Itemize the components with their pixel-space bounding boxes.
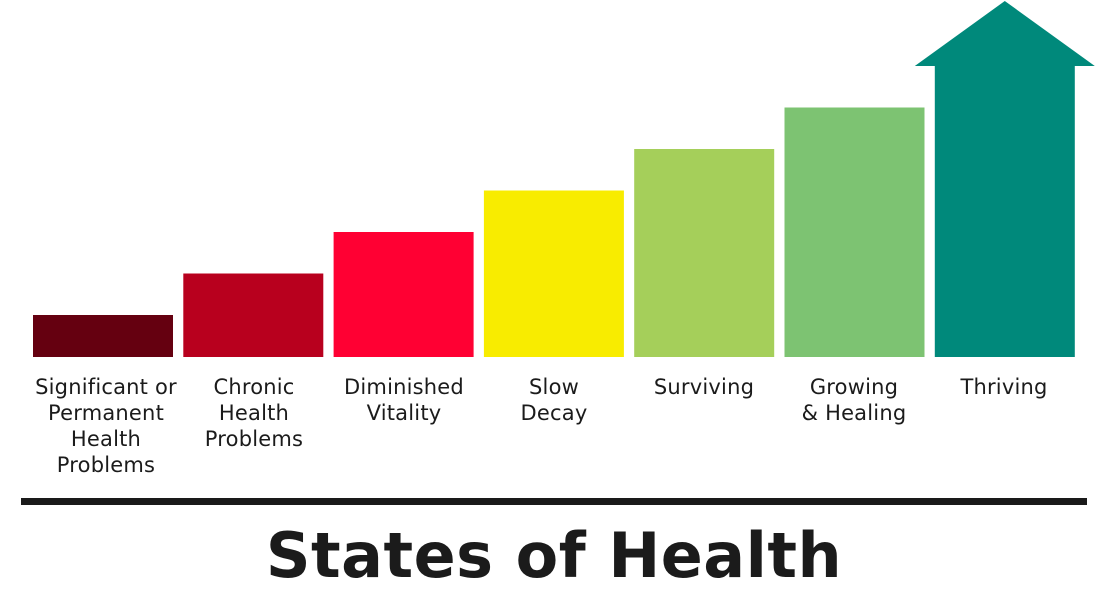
step-label-diminished: Diminished Vitality <box>344 375 464 425</box>
step-label-surviving: Surviving <box>653 375 755 399</box>
divider-line <box>21 498 1087 505</box>
step-label-significant: Significant or Permanent Health Problems <box>35 375 177 477</box>
step-bar-surviving <box>634 149 775 357</box>
steps-graphic <box>33 1 1095 357</box>
step-label-slow-decay: Slow Decay <box>520 375 588 425</box>
page-title: States of Health <box>265 519 843 592</box>
step-arrow-thriving <box>914 1 1095 357</box>
step-bar-significant <box>33 315 173 357</box>
step-bar-slow-decay <box>483 190 624 357</box>
step-bar-diminished <box>333 232 474 357</box>
step-bar-growing <box>784 107 925 357</box>
step-bar-chronic <box>183 273 324 357</box>
step-label-growing: Growing & Healing <box>801 375 907 425</box>
step-label-thriving: Thriving <box>960 375 1048 399</box>
step-label-chronic: Chronic Health Problems <box>204 375 304 451</box>
